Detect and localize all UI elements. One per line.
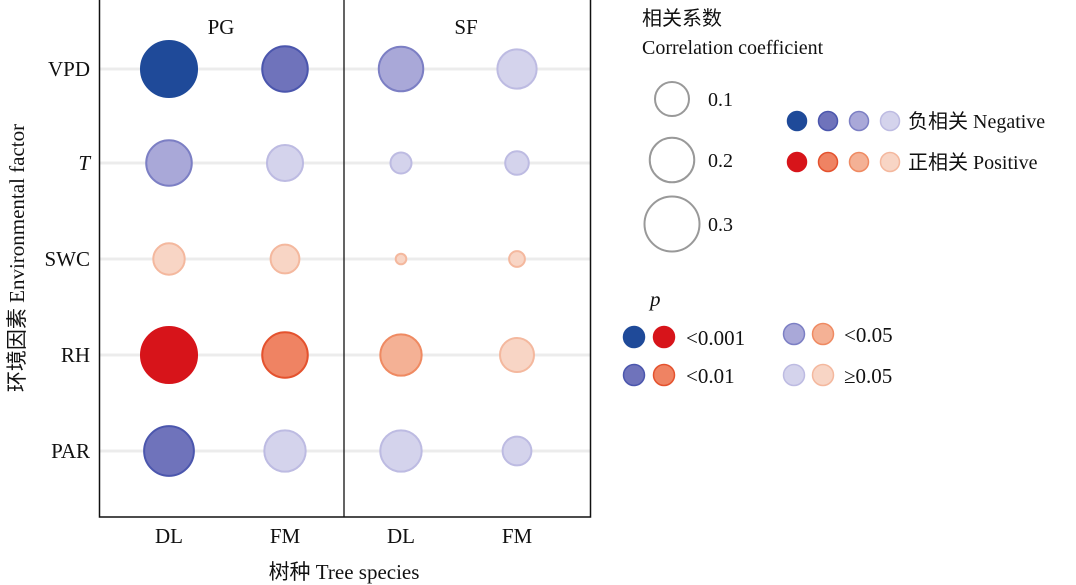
bubble-pg-fm-t [265,143,305,183]
sign-legend-label-positive: 正相关 Positive [908,151,1038,174]
panel-label-sf: SF [454,15,477,39]
size-legend-label: 0.3 [708,214,733,236]
size-legend-circle [648,136,696,184]
bubble-sf-dl-rh [379,333,423,377]
sign-legend-swatch-negative [848,110,870,132]
size-legend-title-cn: 相关系数 [642,7,722,30]
p-legend-swatch-negative [622,325,646,349]
size-legend-circle [643,195,701,253]
p-legend-swatch-positive [811,322,835,346]
p-legend-title: p [648,287,661,311]
panel-label-pg: PG [208,15,235,39]
bubble-pg-fm-vpd [261,45,309,93]
bubble-sf-dl-par [379,429,423,473]
size-legend-title-en: Correlation coefficient [642,37,824,59]
bubble-sf-fm-par [501,435,533,467]
bubble-pg-dl-swc [152,242,186,276]
sign-legend-swatch-negative [786,110,808,132]
size-legend-label: 0.1 [708,89,733,111]
x-tick-label: FM [502,524,533,548]
bubbles [139,39,538,477]
sign-legend-swatch-negative [817,110,839,132]
x-axis-title: 树种 Tree species [269,560,420,584]
bubble-sf-dl-t [389,151,413,175]
bubble-pg-dl-vpd [139,39,199,99]
y-tick-labels: VPD T SWC RH PAR [44,57,91,463]
p-legend-swatch-positive [652,363,676,387]
p-legend-label: ≥0.05 [844,364,892,388]
y-tick-label: T [78,151,91,175]
bubble-sf-dl-vpd [377,45,425,93]
bubble-sf-fm-vpd [496,48,538,90]
sign-legend-swatch-positive [879,151,901,173]
y-tick-label: SWC [44,247,90,271]
bubble-sf-dl-swc [394,252,408,266]
bubble-pg-dl-rh [139,325,199,385]
x-tick-label: FM [270,524,301,548]
sign-legend-label-negative: 负相关 Negative [908,110,1045,133]
p-legend-label: <0.05 [844,323,893,347]
p-legend-swatch-negative [622,363,646,387]
sign-legend-swatch-positive [848,151,870,173]
bubble-pg-dl-par [143,425,195,477]
x-tick-label: DL [387,524,415,548]
size-legend-label: 0.2 [708,150,733,172]
plot-frame [98,0,592,518]
bubble-pg-fm-par [263,429,307,473]
p-legend-swatch-positive [652,325,676,349]
p-legend-swatch-negative [782,322,806,346]
sign-legend-swatch-positive [817,151,839,173]
y-axis-title: 环境因素 Environmental factor [5,124,29,392]
bubble-pg-fm-swc [269,243,301,275]
p-legend-swatch-positive [811,363,835,387]
bubble-sf-fm-rh [499,337,535,373]
sign-legend-swatch-positive [786,151,808,173]
x-tick-label: DL [155,524,183,548]
bubble-sf-fm-swc [508,250,526,268]
sign-legend-swatch-negative [879,110,901,132]
p-legend-swatch-negative [782,363,806,387]
p-legend: <0.001 <0.01 <0.05 ≥0.05 [622,322,893,388]
bubble-sf-fm-t [504,150,530,176]
y-tick-label: PAR [51,439,90,463]
bubble-pg-dl-t [145,139,193,187]
size-legend-circle [654,81,690,117]
y-tick-label: RH [61,343,90,367]
p-legend-label: <0.001 [686,326,745,350]
p-legend-label: <0.01 [686,364,735,388]
y-tick-label: VPD [48,57,90,81]
x-tick-labels: DL FM DL FM [155,524,532,548]
bubble-pg-fm-rh [261,331,309,379]
size-legend: 0.1 0.2 0.3 [643,81,733,253]
sign-legend: 负相关 Negative 正相关 Positive [786,110,1045,174]
